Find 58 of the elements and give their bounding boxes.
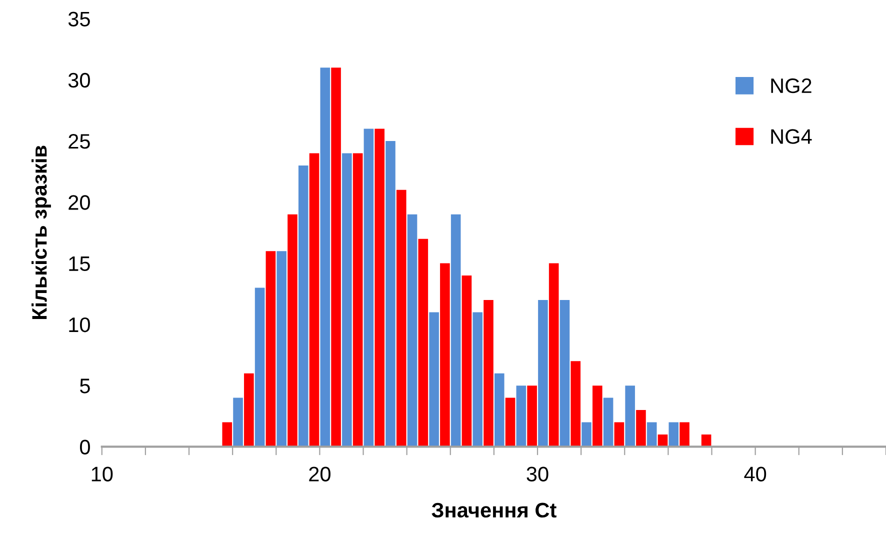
x-tick-label: 30 (526, 466, 548, 482)
bar (570, 361, 581, 447)
bar (516, 386, 526, 447)
bar (374, 128, 384, 447)
bar (429, 312, 439, 447)
bar (233, 398, 243, 447)
bar (680, 422, 690, 447)
y-tick-label: 5 (80, 378, 90, 394)
bar (560, 300, 570, 447)
x-tick-label: 20 (309, 466, 330, 482)
bar (331, 68, 341, 447)
bar (462, 276, 472, 447)
bar (592, 386, 602, 447)
bar (418, 238, 428, 447)
legend-label: NG4 (771, 129, 812, 144)
y-tick-label: 0 (80, 440, 90, 454)
bar (342, 153, 352, 447)
bar (472, 312, 483, 447)
bar (222, 422, 232, 447)
bar (636, 410, 646, 447)
y-axis-title: Кількість зразків (32, 146, 51, 320)
bar (288, 214, 298, 447)
bar (494, 373, 504, 447)
x-tick-label: 10 (92, 466, 113, 482)
bar (364, 128, 374, 447)
bar (603, 398, 614, 447)
y-tick-label: 20 (68, 195, 90, 210)
bar (244, 373, 254, 447)
bar (320, 68, 330, 447)
bar (538, 300, 548, 447)
bar (440, 263, 450, 447)
x-tick-label: 40 (744, 466, 766, 482)
y-tick-label: 15 (69, 256, 90, 272)
bar (450, 214, 461, 447)
bar (646, 422, 657, 447)
bar (484, 300, 494, 447)
bar (352, 153, 363, 447)
bar (527, 386, 537, 447)
bar (505, 398, 516, 447)
bar (407, 214, 418, 447)
bar (254, 288, 265, 447)
bar (396, 190, 406, 447)
y-tick-label: 30 (68, 72, 90, 88)
bar (298, 165, 308, 447)
legend-label: NG2 (771, 78, 812, 94)
bar (266, 251, 276, 447)
x-axis-title: Значення Ct (432, 502, 556, 518)
y-tick-label: 35 (68, 12, 90, 26)
bar (548, 263, 559, 447)
bar (582, 422, 592, 447)
bar (386, 141, 396, 447)
y-tick-label: 25 (68, 134, 90, 149)
bar (276, 251, 286, 447)
bar (625, 386, 635, 447)
bar (614, 422, 624, 447)
y-tick-label: 10 (69, 317, 90, 332)
bar (668, 422, 679, 447)
bar (309, 153, 320, 447)
